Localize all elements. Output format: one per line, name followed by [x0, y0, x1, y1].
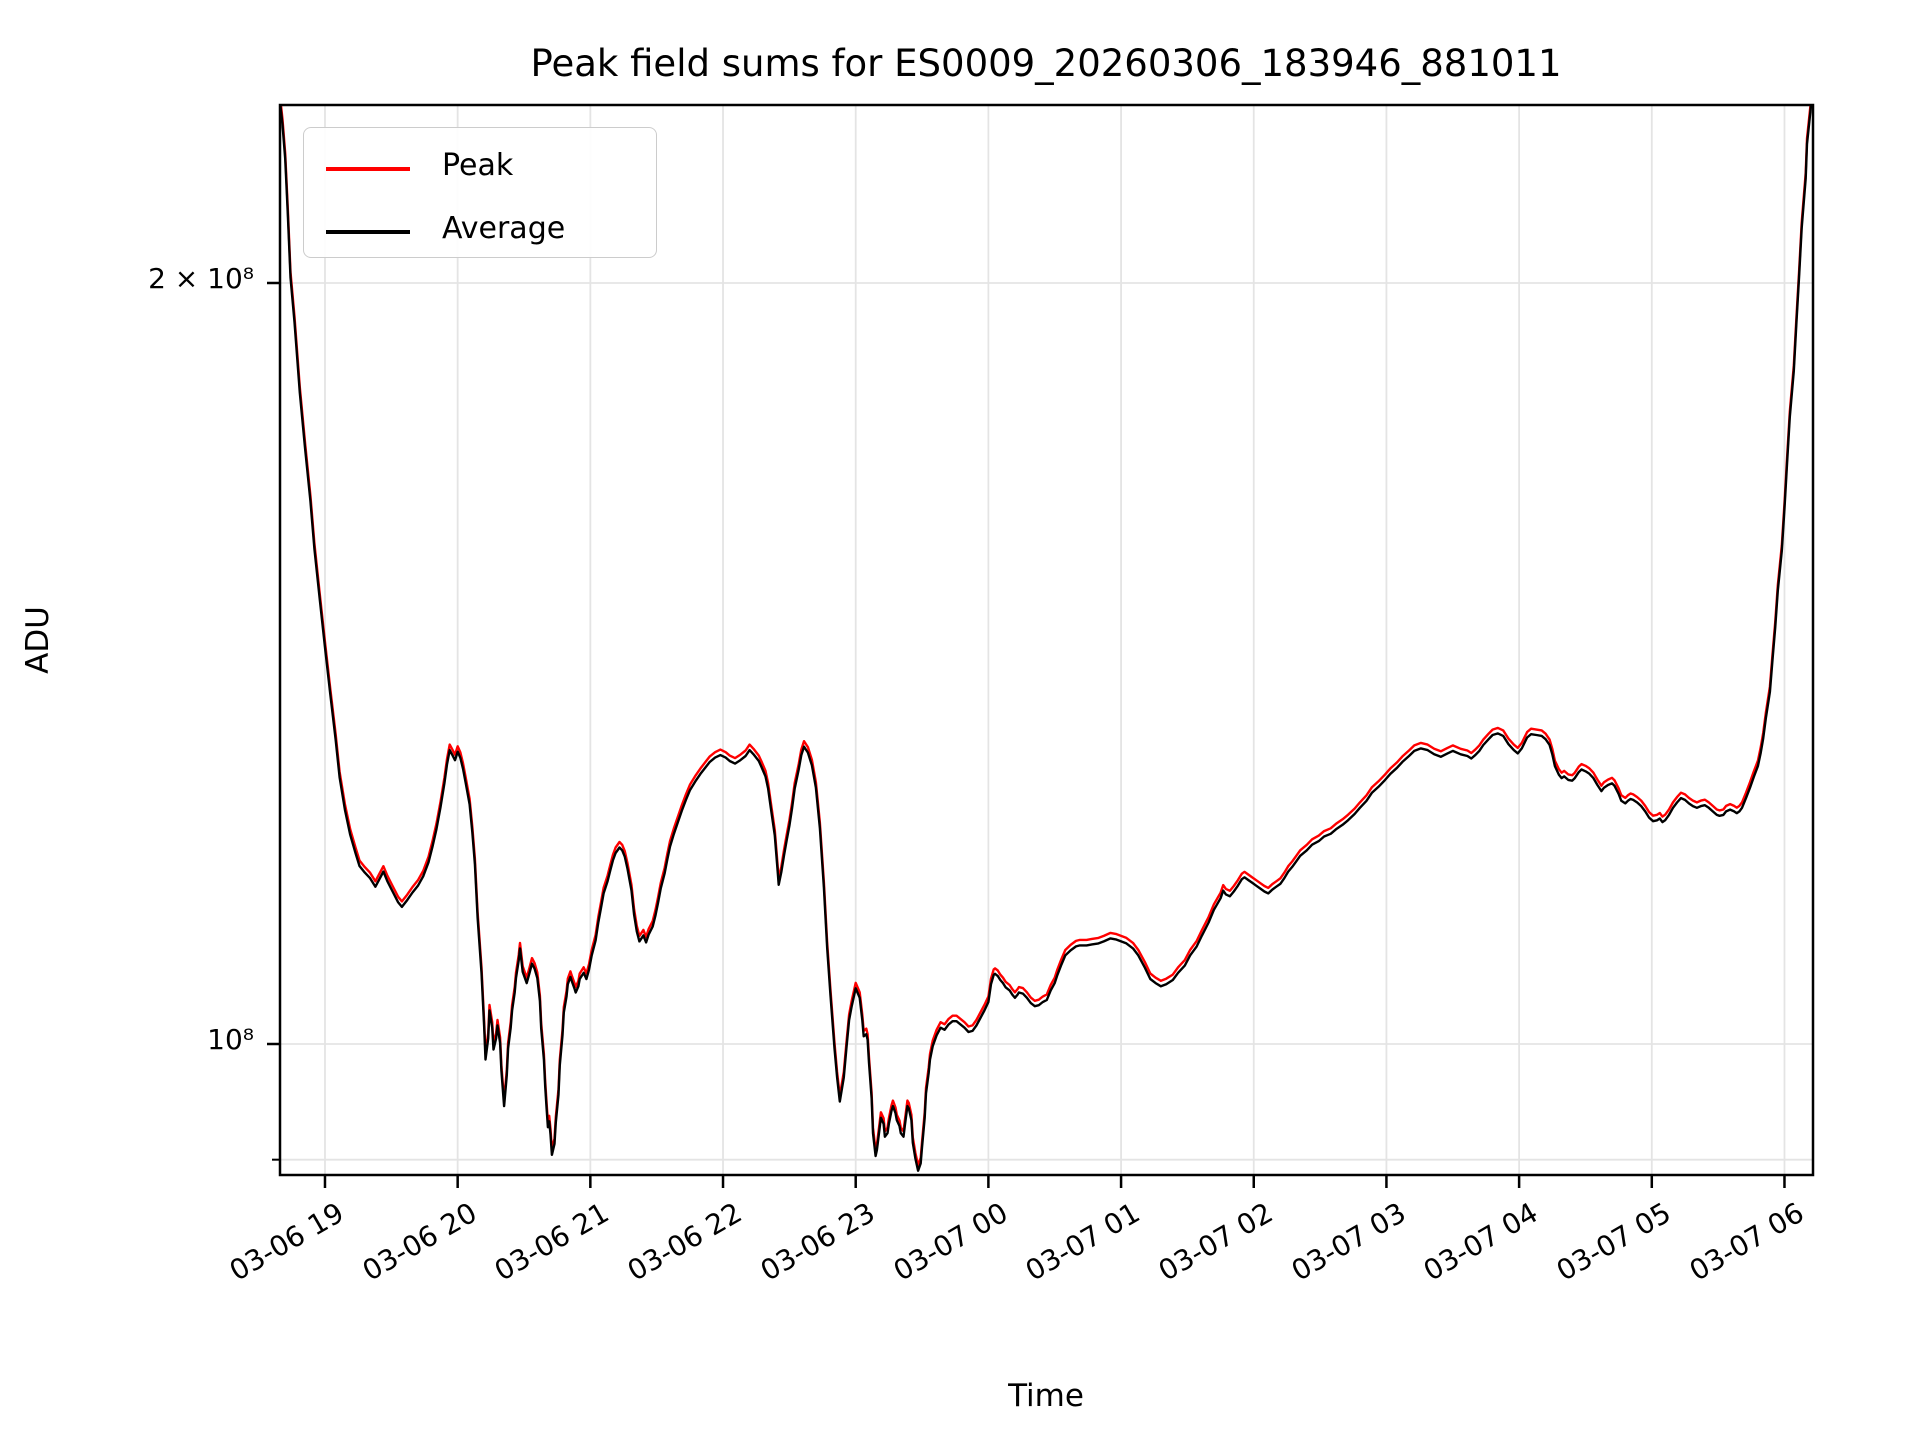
- average-line-swatch: [326, 230, 410, 234]
- legend-label: Peak: [442, 148, 514, 183]
- average-series-line: [280, 105, 1813, 1172]
- y-tick-label-1e8: 10⁸: [207, 1023, 254, 1056]
- axes-spines: [278, 103, 1815, 1177]
- peak-line-swatch: [326, 167, 410, 171]
- x-axis-label: Time: [1008, 1378, 1084, 1414]
- y-axis-label: ADU: [20, 606, 56, 674]
- legend: Peak Average: [303, 127, 657, 258]
- page-title: Peak field sums for ES0009_20260306_1839…: [530, 42, 1562, 85]
- series-lines: [280, 105, 1813, 1172]
- legend-label: Average: [442, 211, 566, 246]
- gridlines: [280, 105, 1813, 1175]
- y-tick-label-2e8: 2 × 10⁸: [148, 262, 254, 295]
- tick-marks: [267, 281, 1786, 1188]
